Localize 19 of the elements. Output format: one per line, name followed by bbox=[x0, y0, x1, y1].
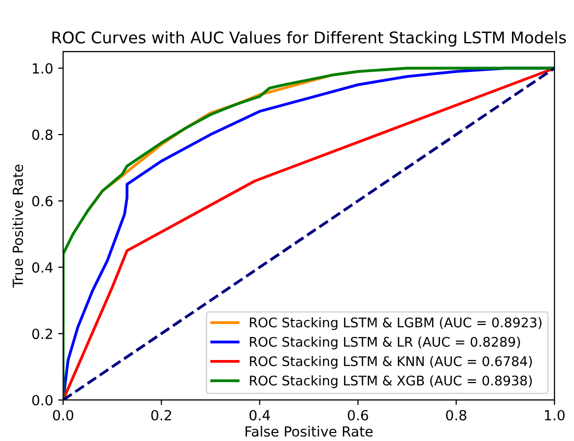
x-tick-label: 0.2 bbox=[151, 410, 172, 420]
y-tick-label: 0.4 bbox=[32, 262, 53, 273]
x-tick-label: 1.0 bbox=[544, 410, 565, 420]
legend-label: ROC Stacking LSTM & XGB (AUC = 0.8938) bbox=[250, 375, 532, 388]
x-tick-label: 0.8 bbox=[446, 410, 466, 420]
x-tick-label: 0.4 bbox=[250, 410, 270, 420]
y-tick-label: 0.0 bbox=[32, 394, 52, 406]
x-axis-title: False Positive Rate bbox=[246, 426, 373, 437]
y-tick-label: 1.0 bbox=[32, 63, 52, 74]
x-tick-label: 0.6 bbox=[348, 410, 368, 420]
legend-label: ROC Stacking LSTM & LGBM (AUC = 0.8923) bbox=[250, 317, 542, 330]
y-tick-label: 0.8 bbox=[32, 130, 52, 140]
x-tick-label: 0.0 bbox=[53, 410, 74, 420]
legend-label: ROC Stacking LSTM & KNN (AUC = 0.6784) bbox=[250, 356, 532, 369]
y-tick-label: 0.6 bbox=[32, 196, 53, 206]
y-axis-title: True Positive Rate bbox=[12, 164, 24, 288]
legend-label: ROC Stacking LSTM & LR (AUC = 0.8289) bbox=[250, 336, 520, 350]
y-tick-label: 0.2 bbox=[32, 328, 52, 340]
chart-title: ROC Curves with AUC Values for Different Stacking LSTM Models bbox=[52, 31, 566, 47]
